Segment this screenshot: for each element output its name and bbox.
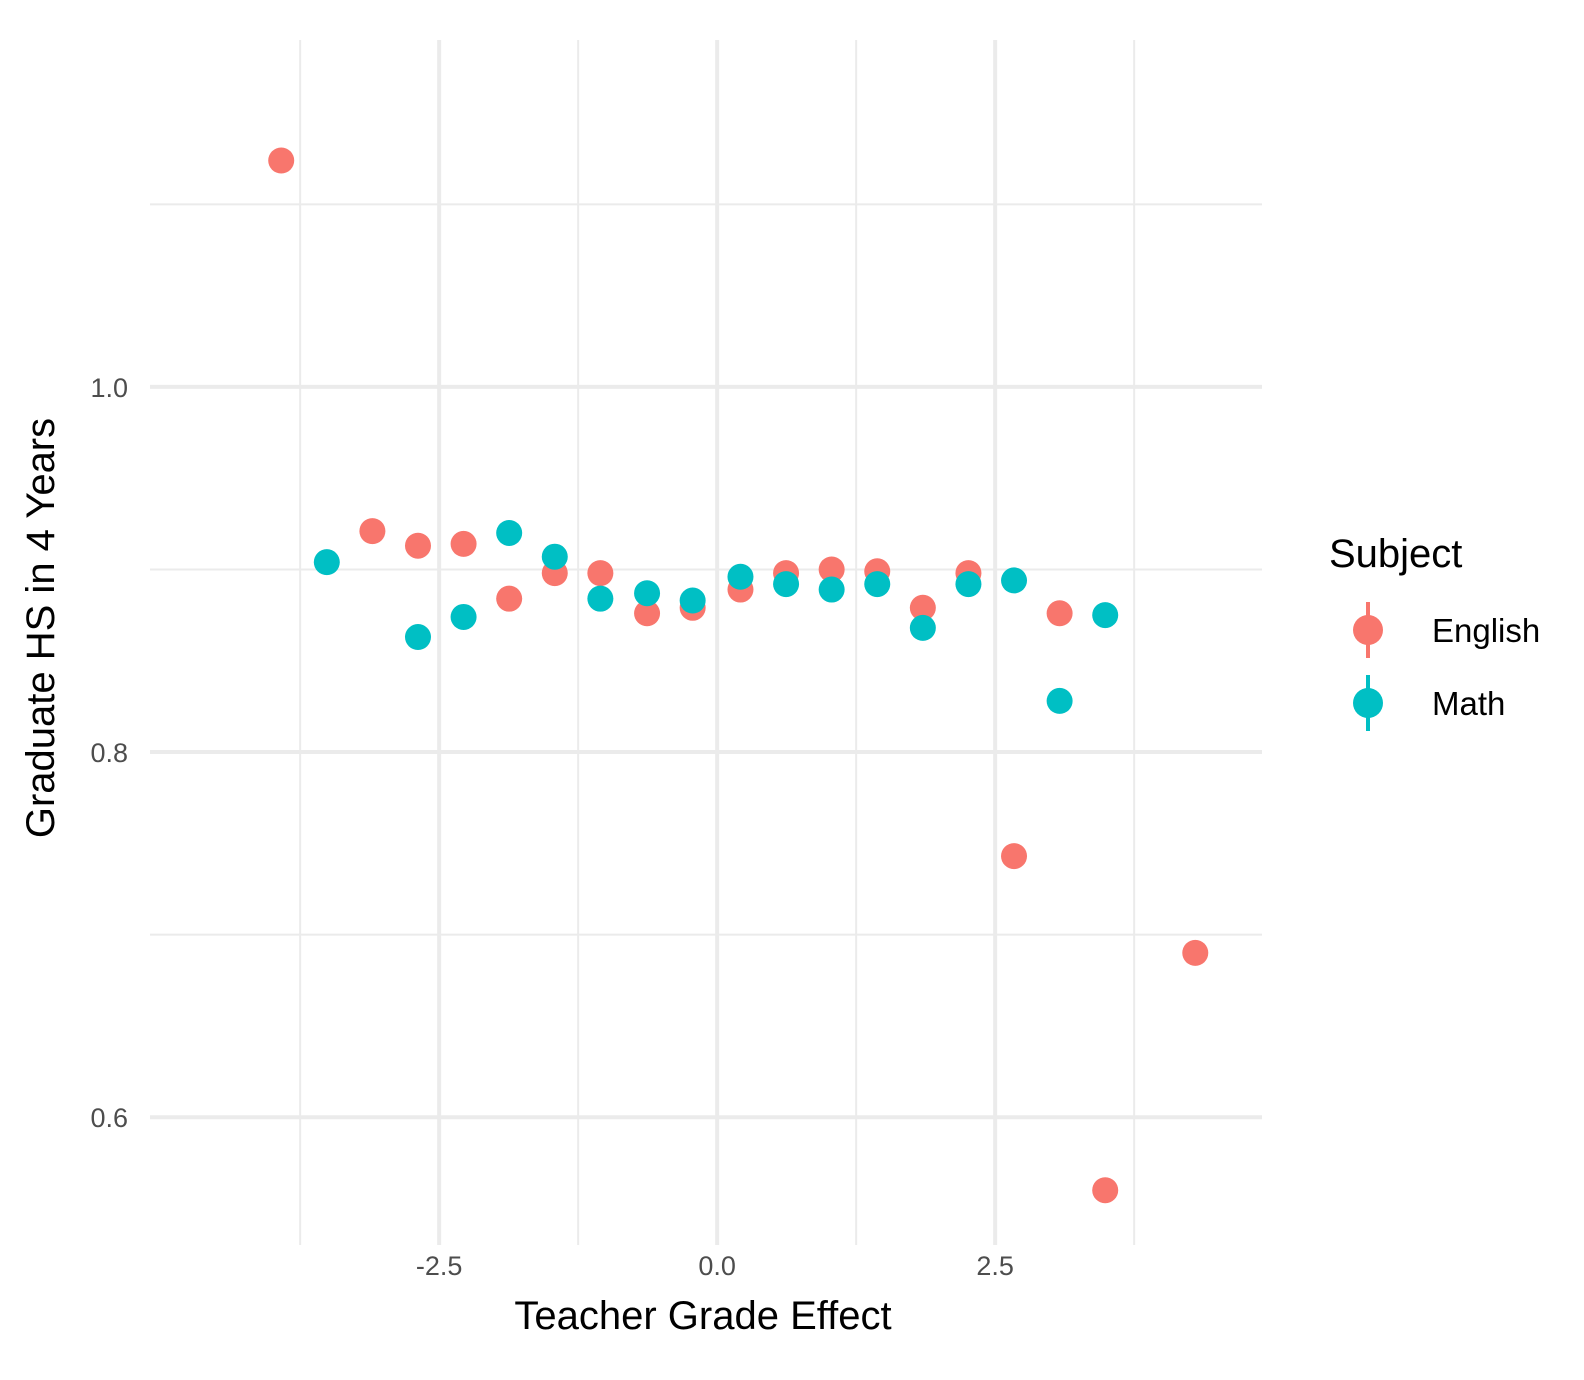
point-math: [864, 571, 891, 598]
y-tick-label: 0.6: [90, 1103, 128, 1133]
point-english: [634, 600, 661, 627]
legend-label-english: English: [1432, 612, 1540, 649]
legend-title: Subject: [1329, 532, 1462, 576]
x-axis-title: Teacher Grade Effect: [514, 1294, 891, 1338]
point-english: [1092, 1177, 1119, 1204]
grid-lines: [150, 40, 1262, 1245]
legend-label-math: Math: [1432, 685, 1505, 722]
point-english: [268, 147, 295, 174]
point-english: [496, 585, 523, 612]
point-math: [773, 571, 800, 598]
point-english: [404, 532, 431, 559]
x-tick-label: 2.5: [976, 1251, 1014, 1281]
y-tick-label: 1.0: [90, 373, 128, 403]
point-english: [818, 556, 845, 583]
point-math: [955, 571, 982, 598]
point-english: [1001, 843, 1028, 870]
x-tick-label: 0.0: [698, 1251, 736, 1281]
legend-item-english: English: [1353, 602, 1540, 658]
data-points: [268, 147, 1209, 1204]
point-math: [541, 543, 568, 570]
point-math: [634, 580, 661, 607]
point-math: [450, 603, 477, 630]
point-math: [404, 624, 431, 651]
y-tick-label: 0.8: [90, 738, 128, 768]
point-math: [1092, 602, 1119, 629]
point-math: [313, 549, 340, 576]
y-axis-title: Graduate HS in 4 Years: [19, 418, 63, 838]
legend-key-dot: [1353, 615, 1383, 645]
x-tick-label: -2.5: [416, 1251, 463, 1281]
point-math: [679, 587, 706, 614]
point-math: [909, 614, 936, 641]
legend-item-math: Math: [1353, 675, 1505, 731]
point-english: [1046, 600, 1073, 627]
point-math: [727, 563, 754, 590]
point-english: [450, 530, 477, 557]
point-math: [1001, 567, 1028, 594]
tick-labels: -2.5 0.0 2.5 0.6 0.8 1.0: [90, 373, 1013, 1281]
point-math: [818, 576, 845, 603]
point-english: [359, 518, 386, 545]
point-english: [1182, 939, 1209, 966]
legend-key-dot: [1353, 688, 1383, 718]
point-english: [909, 594, 936, 621]
point-math: [496, 519, 523, 546]
point-english: [587, 560, 614, 587]
legend: Subject English Math: [1329, 532, 1540, 731]
point-math: [1046, 687, 1073, 714]
point-math: [587, 585, 614, 612]
